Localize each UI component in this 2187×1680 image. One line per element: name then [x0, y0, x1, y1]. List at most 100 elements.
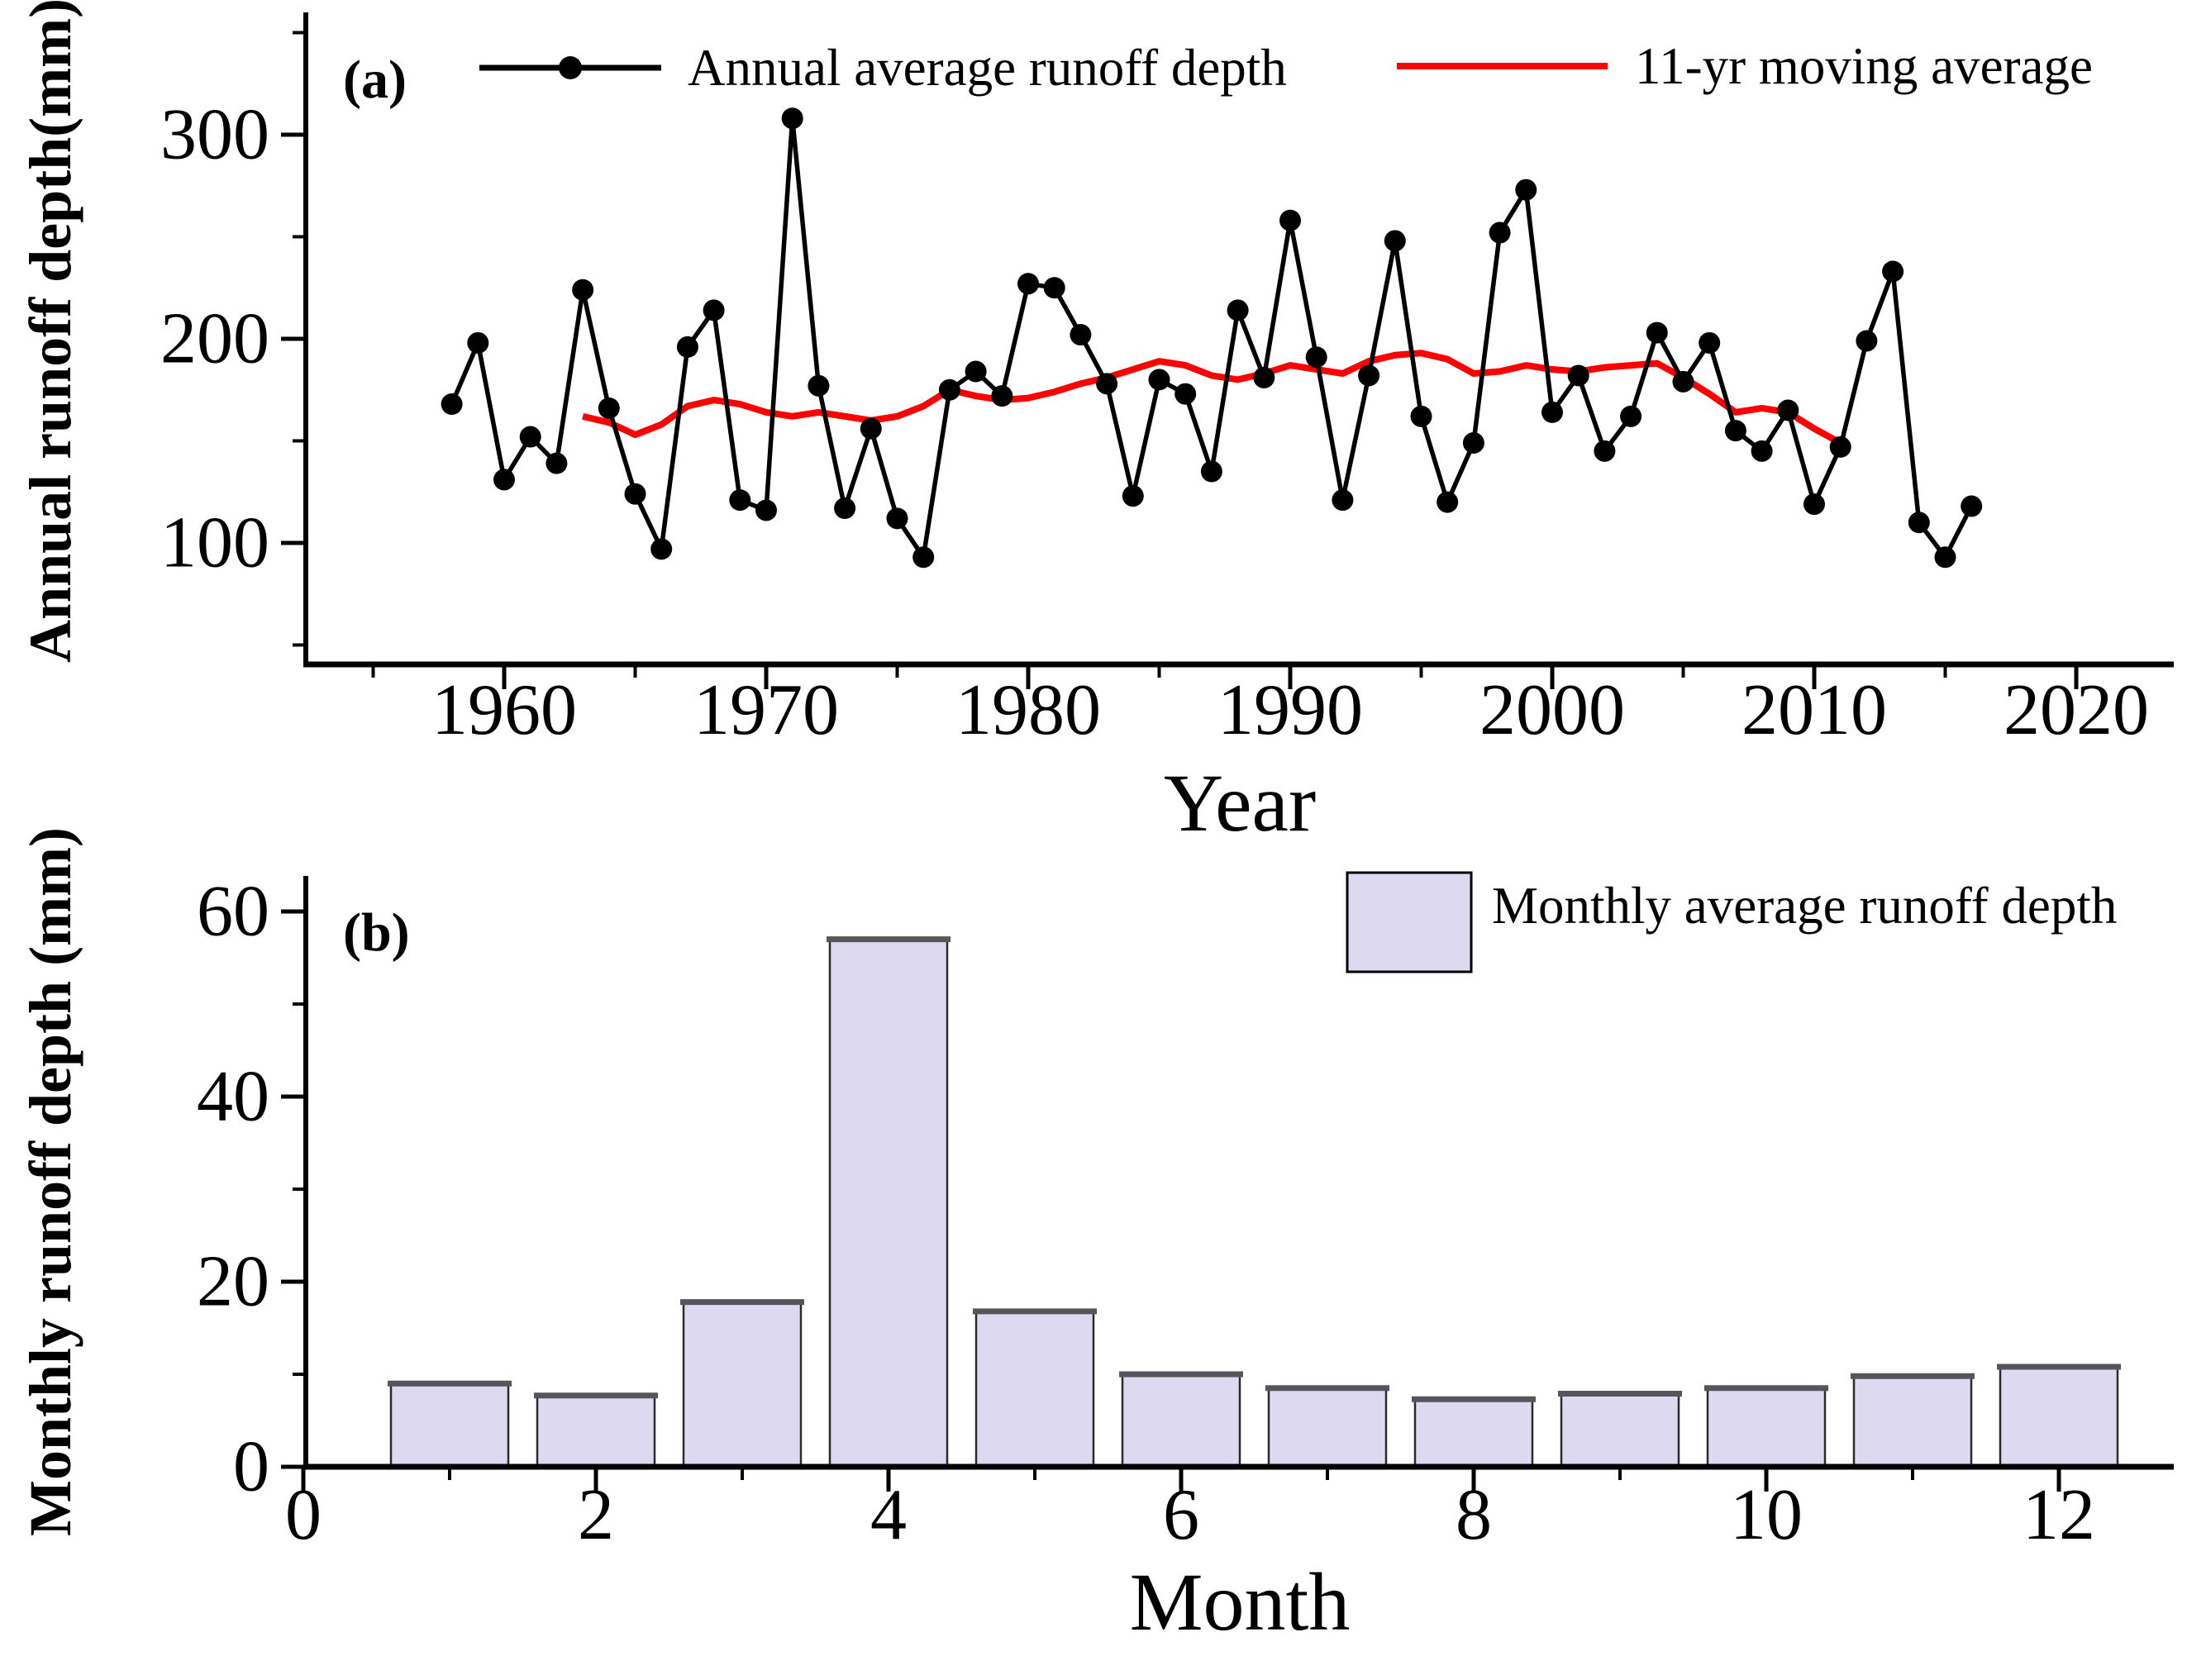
annual-runoff-point [1803, 493, 1825, 516]
panel-a-x-tick-label: 1970 [693, 670, 839, 750]
annual-runoff-point [991, 385, 1013, 407]
annual-runoff-point [1594, 440, 1616, 462]
legend-moving-average-label: 11-yr moving average [1635, 37, 2093, 95]
annual-runoff-point [1227, 299, 1249, 321]
annual-runoff-point [1122, 485, 1144, 507]
panel-b-y-tick-label: 0 [233, 1427, 269, 1507]
panel-b-x-tick-label: 8 [1456, 1475, 1492, 1555]
annual-runoff-point [938, 378, 960, 401]
legend-annual-label: Annual average runoff depth [688, 39, 1287, 97]
annual-runoff-point [886, 507, 908, 530]
monthly-bar [1852, 1374, 1973, 1468]
panel-a-y-tick-label: 100 [160, 503, 269, 583]
annual-runoff-point [1672, 370, 1694, 393]
annual-runoff-point [1777, 399, 1799, 421]
panel-b-x-tick-label: 6 [1163, 1475, 1199, 1555]
panel-a-tag: (a) [343, 50, 407, 110]
annual-runoff-point [676, 336, 698, 358]
annual-runoff-point [546, 452, 568, 474]
monthly-bar [682, 1301, 803, 1468]
annual-runoff-point [1384, 230, 1406, 252]
annual-runoff-point [1646, 321, 1668, 344]
panel-b-ylabel: Monthly runoff depth (mm) [17, 827, 83, 1536]
monthly-bar [1999, 1365, 2119, 1468]
monthly-bar [828, 938, 949, 1468]
panel-a-plot: 100 200 300 1960 1970 1980 1990 2000 2010 2020 [160, 12, 2174, 750]
panel-b-tag: (b) [343, 902, 410, 963]
annual-runoff-point [1856, 330, 1878, 352]
panel-a-xlabel: Year [1164, 757, 1316, 849]
panel-a-x-tick-label: 1960 [431, 670, 577, 750]
monthly-bar [1560, 1392, 1680, 1468]
annual-runoff-point [860, 417, 882, 440]
legend-monthly: Monthly average runoff depth [1346, 871, 2117, 973]
annual-runoff-point [1437, 491, 1459, 513]
panel-a-x-tick-label: 2000 [1479, 670, 1625, 750]
annual-runoff-point [650, 538, 673, 560]
panel-a-ylabel: Annual runoff depth(mm) [17, 0, 83, 663]
monthly-bar [1121, 1373, 1241, 1468]
annual-runoff-point [834, 497, 856, 520]
panel-a-y-tick-label: 200 [160, 299, 269, 379]
moving-average-line [582, 350, 1842, 446]
annual-runoff-point [912, 546, 935, 569]
annual-runoff-point [441, 393, 463, 416]
annual-runoff-point [624, 483, 646, 505]
monthly-bar [536, 1394, 656, 1468]
legend-monthly-label: Monthly average runoff depth [1492, 877, 2117, 935]
annual-runoff-point [1200, 460, 1222, 483]
panel-b-x-tick-label: 2 [578, 1475, 614, 1555]
annual-runoff-point [1882, 260, 1904, 283]
annual-runoff-point [1174, 383, 1197, 405]
annual-runoff-point [1515, 178, 1537, 201]
annual-runoff-point [1462, 431, 1484, 454]
annual-runoff-point [467, 331, 489, 354]
panel-a-x-tick-label: 1990 [1217, 670, 1363, 750]
annual-runoff-point [781, 107, 803, 130]
annual-runoff-point [1096, 373, 1118, 395]
annual-runoff-point [1541, 401, 1563, 423]
annual-runoff-point [519, 426, 541, 448]
annual-runoff-line [450, 116, 1974, 560]
annual-runoff-point [1699, 331, 1721, 354]
panel-b-plot: 0 20 40 60 0 2 4 6 8 10 12 [197, 872, 2174, 1555]
annual-runoff-point [808, 374, 830, 397]
annual-runoff-point [1829, 435, 1851, 458]
annual-runoff-point [1489, 221, 1511, 244]
panel-b-y-tick-label: 40 [197, 1057, 269, 1137]
annual-marker-icon [559, 56, 582, 79]
annual-runoff-point [1724, 420, 1746, 442]
annual-runoff-point [1305, 346, 1327, 369]
annual-runoff-point [572, 278, 594, 301]
annual-runoff-point [598, 397, 620, 419]
annual-runoff-point [1751, 440, 1773, 462]
annual-runoff-point [729, 489, 751, 512]
annual-runoff-point [1279, 209, 1301, 231]
monthly-bar [1413, 1397, 1534, 1468]
monthly-bar [389, 1382, 510, 1468]
annual-runoff-point [1908, 512, 1930, 534]
panel-a-x-tick-label: 2010 [1742, 670, 1887, 750]
monthly-bar [1267, 1387, 1388, 1468]
annual-runoff-point [755, 499, 777, 521]
annual-runoff-point [1148, 369, 1170, 391]
annual-runoff-point [1253, 366, 1275, 388]
annual-runoff-point [1070, 324, 1092, 346]
annual-runoff-point [1934, 546, 1956, 569]
panel-b-xlabel: Month [1130, 1556, 1351, 1648]
annual-runoff-point [1961, 495, 1983, 517]
monthly-swatch-icon [1346, 871, 1473, 973]
panel-b-x-tick-label: 12 [2023, 1475, 2095, 1555]
panel-a-y-tick-label: 300 [160, 95, 269, 175]
annual-runoff-point [1620, 405, 1642, 427]
annual-runoff-point [1410, 405, 1432, 427]
annual-runoff-point [1332, 489, 1354, 512]
annual-runoff-point [1043, 277, 1065, 299]
panel-b-x-tick-label: 0 [285, 1475, 322, 1555]
panel-b-y-tick-label: 20 [197, 1242, 269, 1322]
annual-runoff-point [1358, 364, 1380, 387]
annual-runoff-point [1017, 273, 1039, 295]
legend-moving-average: 11-yr moving average [1397, 37, 2093, 95]
